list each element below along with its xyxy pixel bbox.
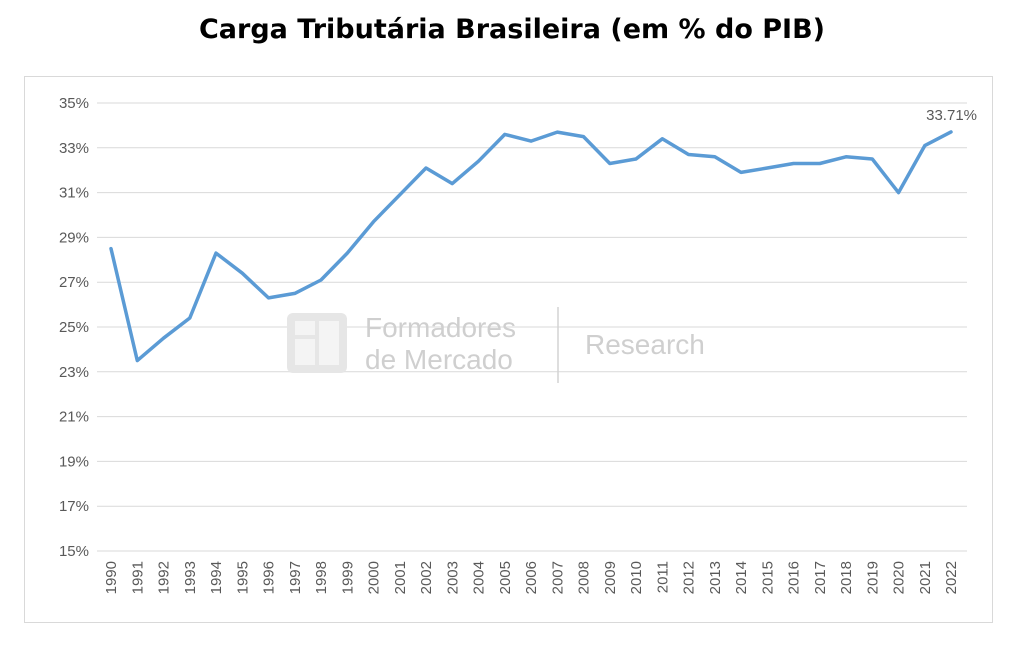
x-tick-label: 2010: [628, 561, 645, 594]
y-tick-label: 25%: [59, 319, 89, 336]
x-tick-label: 1997: [287, 561, 304, 594]
x-tick-label: 2022: [943, 561, 960, 594]
x-tick-label: 2016: [786, 561, 803, 594]
line-chart: Formadores de Mercado Research 15% 17% 19%…: [59, 95, 977, 594]
watermark-text-line1: Formadores: [365, 312, 516, 343]
x-tick-label: 1996: [261, 561, 278, 594]
y-tick-label: 27%: [59, 274, 89, 291]
x-tick-label: 2019: [864, 561, 881, 594]
x-tick-label: 2017: [812, 561, 829, 594]
y-tick-label: 35%: [59, 95, 89, 112]
y-tick-label: 15%: [59, 543, 89, 560]
x-tick-label: 2009: [602, 561, 619, 594]
x-tick-label: 2004: [471, 561, 488, 594]
x-tick-label: 1991: [129, 561, 146, 594]
watermark-tag: Research: [585, 329, 705, 360]
y-tick-label: 21%: [59, 409, 89, 426]
x-tick-label: 1990: [103, 561, 120, 594]
x-tick-label: 2006: [523, 561, 540, 594]
x-tick-label: 2011: [654, 561, 671, 593]
y-tick-label: 31%: [59, 185, 89, 202]
chart-frame: Formadores de Mercado Research 15% 17% 19%…: [24, 76, 993, 623]
y-tick-label: 29%: [59, 229, 89, 246]
x-tick-label: 1993: [182, 561, 199, 594]
x-tick-label: 2014: [733, 561, 750, 594]
data-label: 33.71%: [926, 107, 977, 124]
chart-title: Carga Tributária Brasileira (em % do PIB…: [198, 14, 826, 45]
watermark-logo-icon: [287, 313, 347, 373]
x-tick-label: 2012: [681, 561, 698, 594]
x-tick-label: 2021: [917, 561, 934, 594]
x-tick-label: 2005: [497, 561, 514, 594]
x-tick-label: 2000: [366, 561, 383, 594]
y-tick-label: 33%: [59, 140, 89, 157]
x-tick-label: 2013: [707, 561, 724, 594]
watermark: Formadores de Mercado Research: [287, 307, 705, 383]
x-tick-label: 1994: [208, 561, 225, 594]
x-tick-label: 2015: [759, 561, 776, 594]
y-tick-label: 19%: [59, 453, 89, 470]
x-tick-label: 1998: [313, 561, 330, 594]
x-tick-label: 2001: [392, 561, 409, 594]
x-tick-label: 2007: [549, 561, 566, 594]
y-tick-label: 23%: [59, 364, 89, 381]
x-tick-label: 1999: [339, 561, 356, 594]
x-tick-label: 1992: [156, 561, 173, 594]
x-tick-label: 2003: [444, 561, 461, 594]
series-line: [109, 130, 953, 363]
x-tick-label: 1995: [234, 561, 251, 594]
x-tick-label: 2020: [891, 561, 908, 594]
y-tick-label: 17%: [59, 498, 89, 515]
x-tick-label: 2018: [838, 561, 855, 594]
x-tick-label: 2002: [418, 561, 435, 594]
watermark-text-line2: de Mercado: [365, 344, 513, 375]
x-tick-label: 2008: [576, 561, 593, 594]
